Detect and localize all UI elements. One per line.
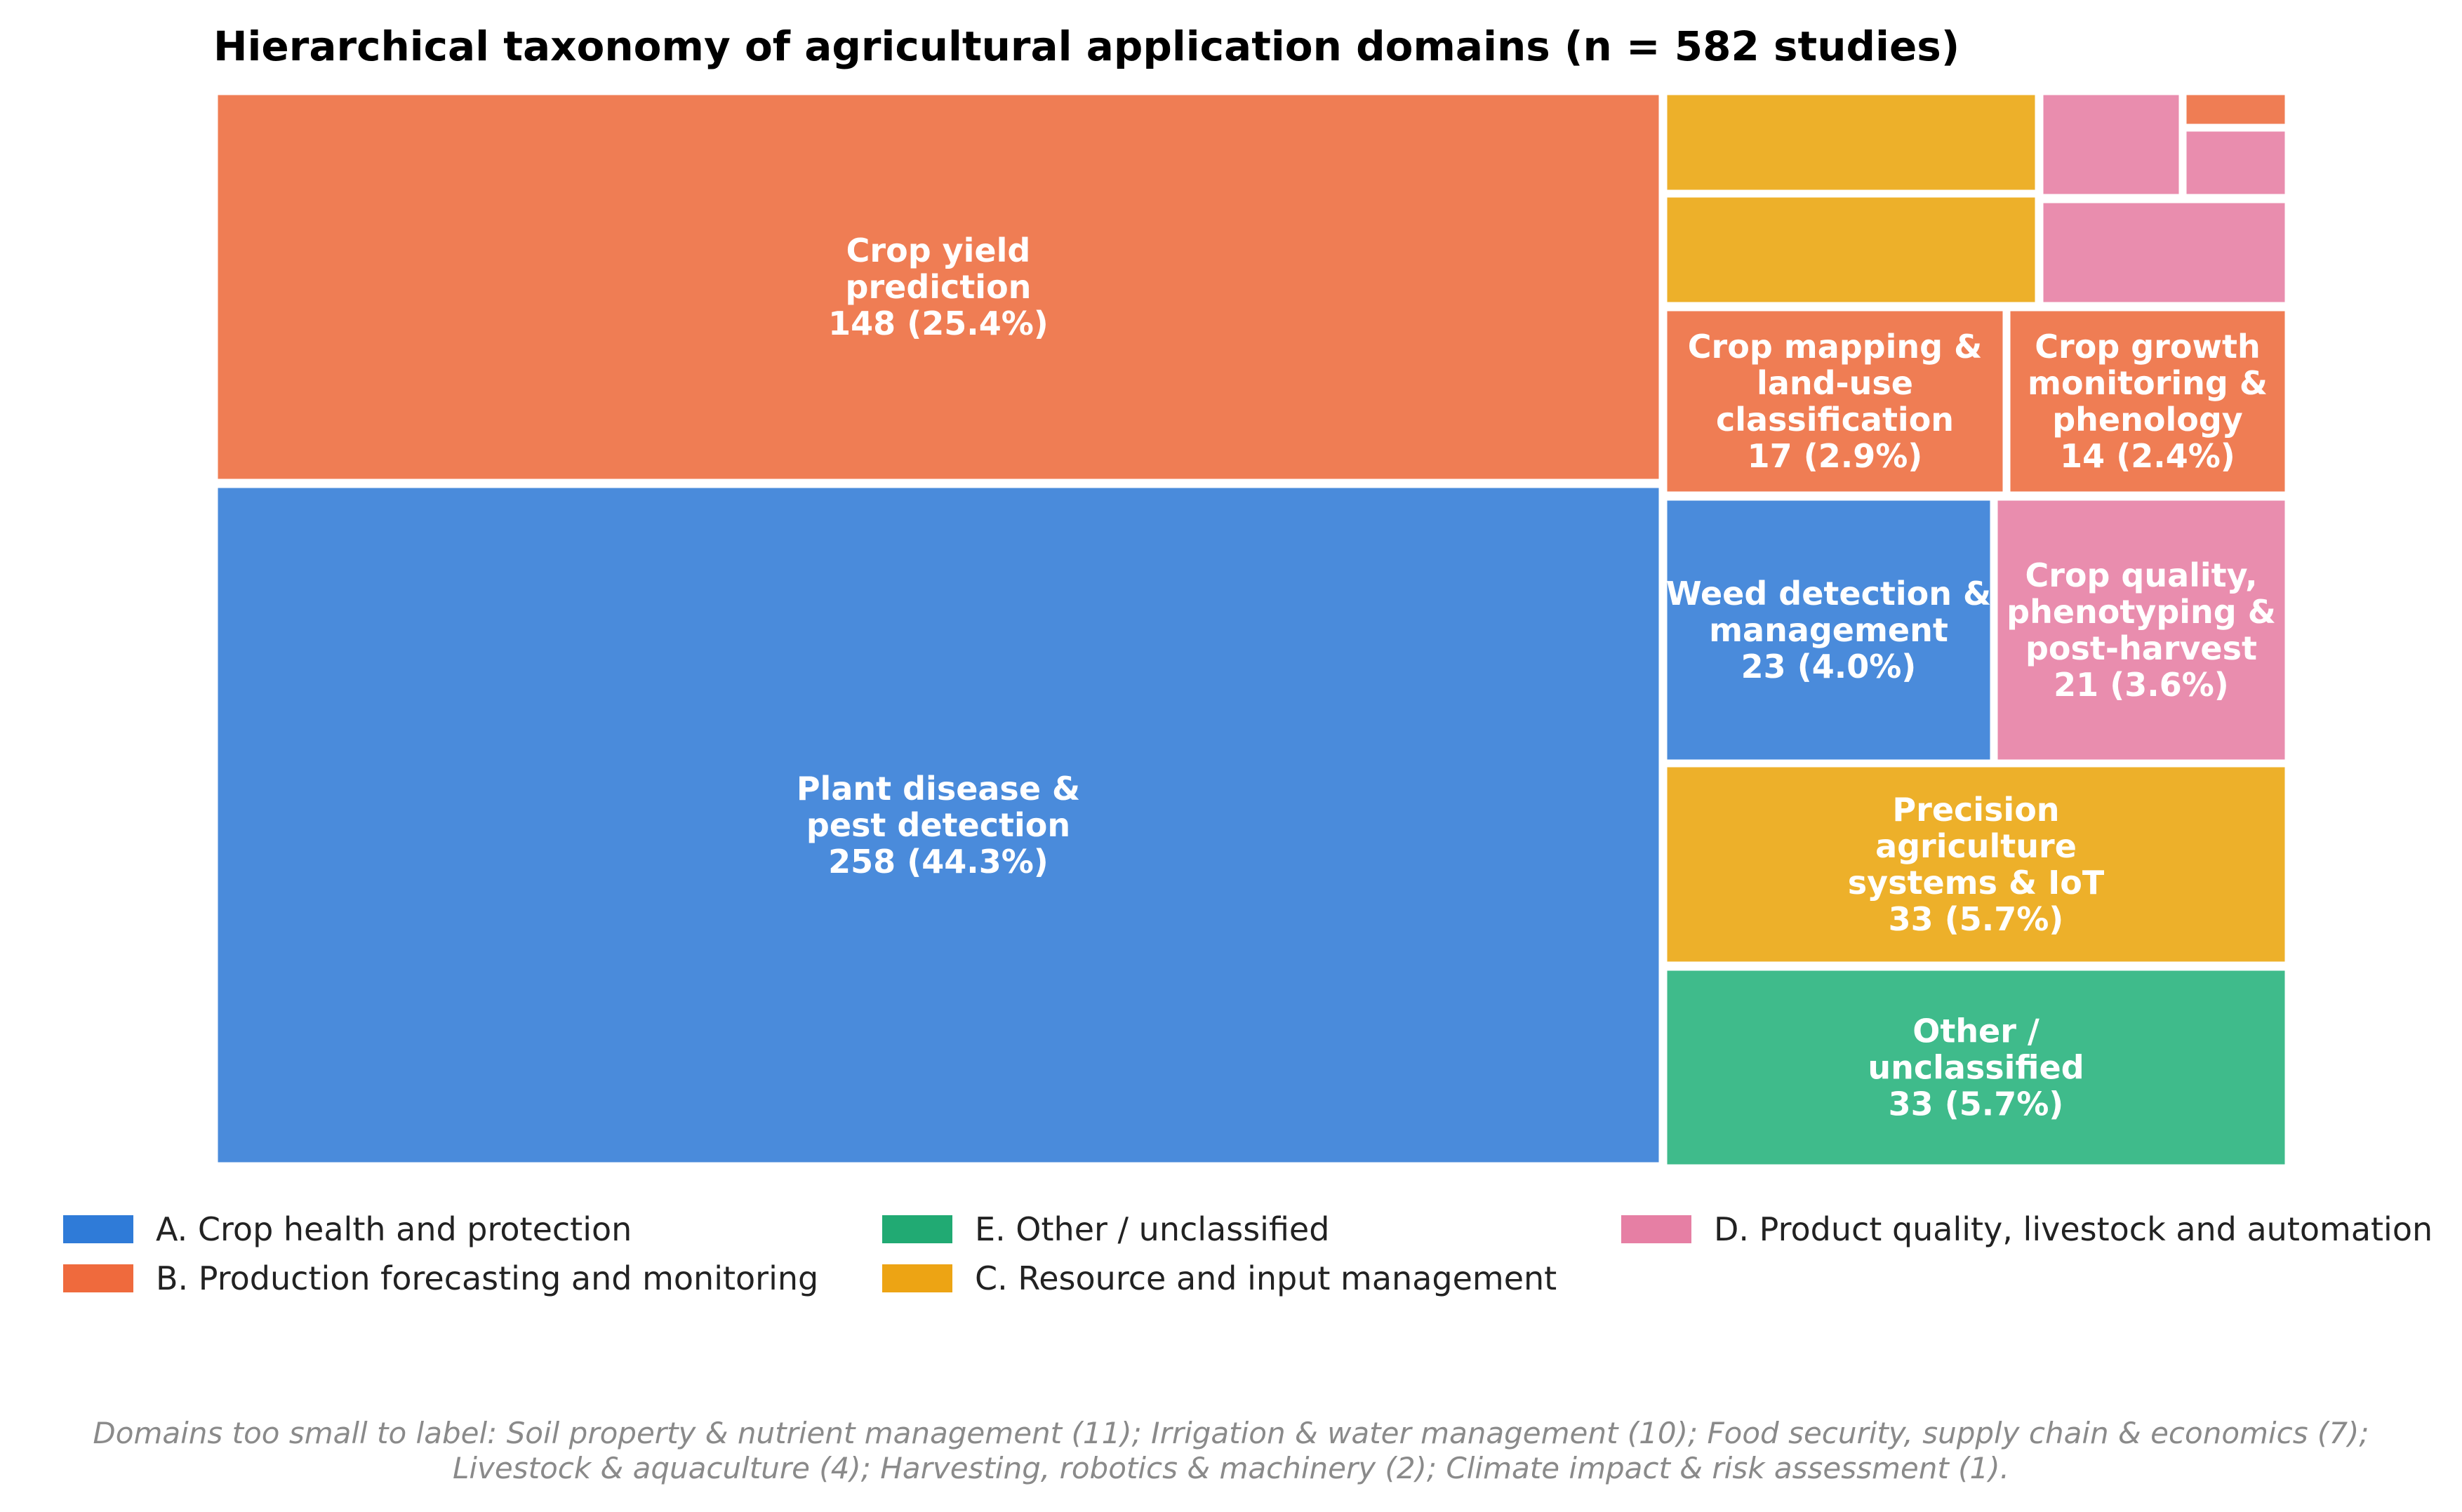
treemap-label-weed: Weed detection & management 23 (4.0%) [1666, 575, 1991, 685]
treemap-cell-soil [1662, 90, 2040, 195]
treemap-cell-plant-disease [213, 483, 1664, 1168]
legend-item-d: D. Product quality, livestock and automa… [1621, 1210, 2433, 1248]
treemap-cell-food-security [2038, 198, 2290, 307]
treemap-chart: Plant disease & pest detection 258 (44.3%)… [213, 90, 2290, 1170]
treemap-label-precision-ag: Precision agriculture systems & IoT 33 (5.7… [1848, 791, 2105, 938]
legend-item-c: C. Resource and input management [882, 1259, 1557, 1297]
treemap-cell-precision-ag [1662, 762, 2290, 967]
legend-swatch-a [63, 1215, 133, 1243]
treemap-label-crop-mapping: Crop mapping & land-use classification 17 (… [1688, 328, 1982, 475]
treemap-cell-climate [2181, 90, 2290, 129]
chart-title: Hierarchical taxonomy of agricultural ap… [213, 22, 1960, 70]
legend-swatch-e [882, 1215, 952, 1243]
legend-label-d: D. Product quality, livestock and automa… [1714, 1210, 2433, 1248]
legend-swatch-c [882, 1264, 952, 1292]
treemap-label-crop-yield: Crop yield prediction 148 (25.4%) [828, 232, 1049, 342]
treemap-cell-irrigation [1662, 192, 2040, 307]
treemap-cell-crop-mapping [1662, 306, 2008, 497]
treemap-cell-crop-quality [1992, 495, 2290, 765]
treemap-cell-weed [1662, 495, 1995, 765]
treemap-cell-livestock [2038, 90, 2184, 199]
legend: A. Crop health and protection B. Product… [63, 1210, 2456, 1316]
treemap-cell-crop-growth [2005, 306, 2290, 497]
treemap-cell-crop-yield [213, 90, 1664, 484]
treemap-label-crop-growth: Crop growth monitoring & phenology 14 (2.4%… [2028, 328, 2268, 475]
legend-label-b: B. Production forecasting and monitoring [156, 1259, 819, 1297]
legend-label-e: E. Other / unclassified [975, 1210, 1330, 1248]
footnote-line-2: Livestock & aquaculture (4); Harvesting,… [452, 1451, 2010, 1485]
treemap-label-crop-quality: Crop quality, phenotyping & post-harvest 21… [2007, 556, 2276, 704]
treemap-label-other: Other / unclassified 33 (5.7%) [1868, 1012, 2084, 1123]
treemap-label-plant-disease: Plant disease & pest detection 258 (44.3%) [797, 770, 1080, 881]
legend-label-c: C. Resource and input management [975, 1259, 1557, 1297]
footnote: Domains too small to label: Soil propert… [0, 1416, 2462, 1486]
legend-item-a: A. Crop health and protection [63, 1210, 632, 1248]
treemap-cell-other [1662, 965, 2290, 1170]
footnote-line-1: Domains too small to label: Soil propert… [93, 1416, 2369, 1450]
legend-label-a: A. Crop health and protection [156, 1210, 632, 1248]
legend-swatch-d [1621, 1215, 1691, 1243]
legend-swatch-b [63, 1264, 133, 1292]
legend-item-e: E. Other / unclassified [882, 1210, 1329, 1248]
legend-item-b: B. Production forecasting and monitoring [63, 1259, 818, 1297]
treemap-cell-harvesting [2181, 126, 2290, 199]
